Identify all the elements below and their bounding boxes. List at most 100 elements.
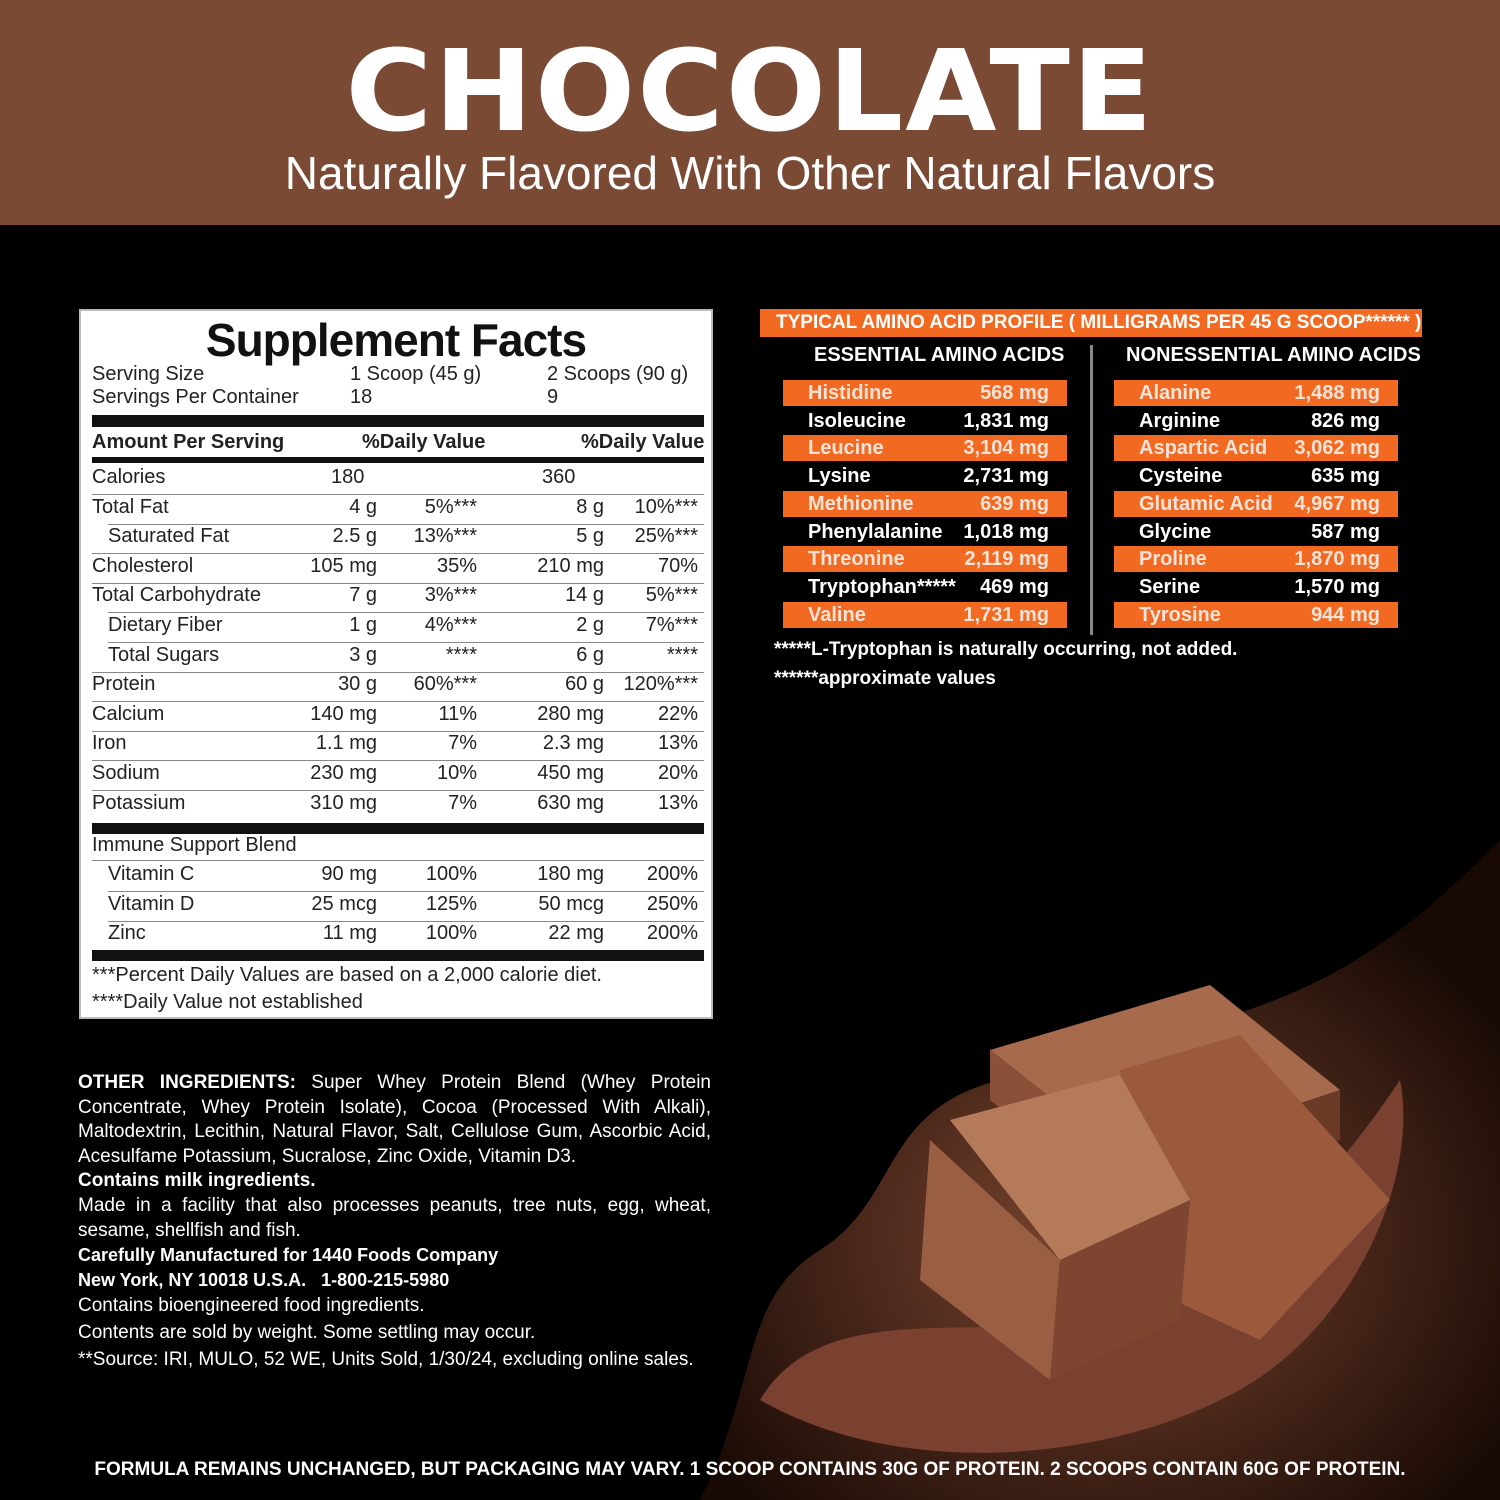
- supplement-facts-title: Supplement Facts: [205, 314, 587, 366]
- thick-divider: [92, 823, 704, 834]
- nutrient-name: Total Carbohydrate: [92, 584, 261, 607]
- nutrient-name: Total Sugars: [108, 643, 220, 666]
- amino-value: 3,062 mg: [1294, 437, 1380, 460]
- amount-1: 7 g: [349, 584, 377, 607]
- source-statement: **Source: IRI, MULO, 52 WE, Units Sold, …: [78, 1348, 694, 1370]
- weight-statement: Contents are sold by weight. Some settli…: [78, 1321, 536, 1343]
- nutrient-row: Calcium 140 mg 11% 280 mg 22%: [81, 703, 711, 733]
- footnote-daily-values: ***Percent Daily Values are based on a 2…: [92, 964, 602, 986]
- nutrient-name: Zinc: [108, 922, 146, 945]
- tryptophan-note: *****L-Tryptophan is naturally occurring…: [774, 639, 1238, 660]
- amount-1: 3 g: [349, 643, 377, 666]
- nonessential-amino-row: Serine 1,570 mg: [1114, 574, 1398, 600]
- daily-value-1: 100%: [425, 922, 477, 945]
- amino-name: Cysteine: [1139, 465, 1223, 488]
- amount-1: 25 mcg: [311, 892, 377, 915]
- row-divider: [108, 642, 704, 643]
- nonessential-amino-row: Aspartic Acid 3,062 mg: [1114, 435, 1398, 462]
- servings-per-container-label: Servings Per Container: [92, 386, 299, 408]
- nutrient-name: Sodium: [92, 762, 160, 784]
- blend-row: Vitamin C 90 mg 100% 180 mg 200%: [81, 863, 711, 893]
- daily-value-1: 35%: [436, 554, 477, 577]
- row-divider: [108, 920, 704, 922]
- amount-1: 1.1 mg: [315, 732, 377, 755]
- essential-amino-row: Methionine 639 mg: [783, 490, 1067, 517]
- amount-2: 280 mg: [537, 702, 604, 725]
- amount-1: 30 g: [338, 673, 377, 696]
- daily-value-2: 25%***: [634, 525, 698, 548]
- serving-size-2: 2 Scoops (90 g): [547, 363, 689, 385]
- row-divider: [108, 891, 704, 892]
- nonessential-amino-row: Glycine 587 mg: [1114, 519, 1398, 545]
- blend-row: Zinc 11 mg 100% 22 mg 200%: [81, 922, 711, 952]
- amino-value: 587 mg: [1311, 520, 1380, 543]
- manufacturer-line-1: Carefully Manufactured for 1440 Foods Co…: [78, 1245, 499, 1266]
- amount-2: 14 g: [565, 584, 604, 607]
- nutrient-name: Protein: [92, 673, 156, 696]
- daily-value-2: 200%: [646, 922, 698, 945]
- immune-blend-label: Immune Support Blend: [92, 834, 297, 856]
- amino-name: Aspartic Acid: [1139, 437, 1268, 460]
- daily-value-2: 22%: [657, 702, 698, 725]
- nutrient-row: Cholesterol 105 mg 35% 210 mg 70%: [81, 555, 711, 585]
- nutrient-row: Dietary Fiber 1 g 4%*** 2 g 7%***: [81, 614, 711, 644]
- nonessential-amino-row: Glutamic Acid 4,967 mg: [1114, 490, 1398, 517]
- approximate-note: ******approximate values: [774, 668, 996, 689]
- amount-2: 360: [542, 466, 576, 488]
- servings-per-container-2: 9: [547, 386, 559, 408]
- chocolate-splash-image: [700, 840, 1500, 1500]
- amount-1: 230 mg: [310, 762, 377, 784]
- daily-value-1: 125%: [425, 892, 477, 915]
- row-divider: [108, 523, 704, 525]
- amino-name: Tryptophan*****: [808, 575, 956, 598]
- essential-amino-row: Valine 1,731 mg: [783, 601, 1067, 628]
- daily-value-1: 7%: [448, 732, 477, 755]
- nutrient-name: Vitamin D: [108, 892, 195, 915]
- amino-name: Glutamic Acid: [1139, 492, 1273, 515]
- essential-amino-row: Histidine 568 mg: [783, 380, 1067, 406]
- facility-statement: Made in a facility that also processes p…: [78, 1194, 711, 1241]
- header-banner: CHOCOLATE Naturally Flavored With Other …: [0, 0, 1500, 225]
- amino-name: Threonine: [808, 548, 905, 571]
- amount-2: 8 g: [576, 495, 604, 518]
- daily-value-header-1: %Daily Value: [362, 431, 486, 453]
- nutrient-row: Total Carbohydrate 7 g 3%*** 14 g 5%***: [81, 584, 711, 614]
- nutrient-name: Calcium: [92, 702, 165, 725]
- nutrient-name: Total Fat: [92, 495, 169, 518]
- daily-value-1: 11%: [438, 702, 477, 725]
- medium-divider: [92, 457, 704, 463]
- daily-value-2: ****: [666, 643, 698, 666]
- amino-name: Histidine: [808, 382, 893, 404]
- amount-2: 50 mcg: [538, 892, 604, 915]
- flavor-title: CHOCOLATE: [345, 25, 1155, 157]
- amino-name: Tyrosine: [1139, 603, 1221, 626]
- row-divider: [92, 701, 704, 703]
- amount-2: 2.3 mg: [542, 732, 604, 755]
- nutrient-name: Calories: [92, 466, 166, 488]
- essential-amino-row: Phenylalanine 1,018 mg: [783, 519, 1067, 545]
- amino-value: 3,104 mg: [963, 437, 1049, 460]
- amount-1: 310 mg: [310, 791, 377, 814]
- nonessential-amino-row: Cysteine 635 mg: [1114, 463, 1398, 489]
- amino-value: 639 mg: [980, 492, 1049, 515]
- amount-2: 60 g: [565, 673, 604, 696]
- packaging-disclaimer: FORMULA REMAINS UNCHANGED, BUT PACKAGING…: [94, 1459, 1406, 1480]
- amount-2: 450 mg: [537, 762, 604, 784]
- essential-amino-row: Threonine 2,119 mg: [783, 546, 1067, 573]
- amount-1: 180: [331, 466, 365, 488]
- nonessential-amino-row: Arginine 826 mg: [1114, 408, 1398, 434]
- amino-value: 826 mg: [1311, 409, 1380, 432]
- amino-value: 1,570 mg: [1294, 575, 1380, 598]
- amount-2: 630 mg: [537, 791, 604, 814]
- nutrient-row: Potassium 310 mg 7% 630 mg 13%: [81, 792, 711, 822]
- essential-amino-row: Isoleucine 1,831 mg: [783, 408, 1067, 434]
- nutrient-row: Total Sugars 3 g **** 6 g ****: [81, 644, 711, 674]
- amount-2: 180 mg: [537, 863, 604, 885]
- amount-1: 105 mg: [310, 554, 377, 577]
- nonessential-amino-row: Tyrosine 944 mg: [1114, 601, 1398, 628]
- amino-value: 1,831 mg: [963, 409, 1049, 432]
- amino-value: 469 mg: [980, 575, 1049, 598]
- amino-profile-title: TYPICAL AMINO ACID PROFILE ( MILLIGRAMS …: [760, 309, 1422, 337]
- amount-2: 6 g: [576, 643, 604, 666]
- daily-value-2: 70%: [657, 554, 698, 577]
